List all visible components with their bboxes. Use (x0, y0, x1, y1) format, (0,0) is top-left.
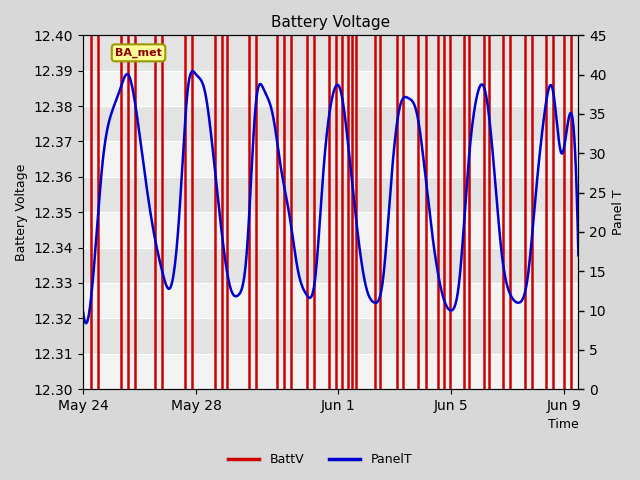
Bar (83, 212, 579, 248)
Bar (83, 354, 579, 389)
Y-axis label: Battery Voltage: Battery Voltage (15, 164, 28, 261)
Bar (83, 71, 579, 106)
Bar (83, 36, 579, 71)
Title: Battery Voltage: Battery Voltage (271, 15, 390, 30)
Bar (83, 283, 579, 318)
Bar (83, 318, 579, 354)
Y-axis label: Panel T: Panel T (612, 190, 625, 235)
Legend: BattV, PanelT: BattV, PanelT (223, 448, 417, 471)
Bar (83, 248, 579, 283)
Bar (83, 177, 579, 212)
X-axis label: Time: Time (548, 419, 579, 432)
Text: BA_met: BA_met (115, 48, 162, 58)
Bar (83, 142, 579, 177)
Bar (83, 106, 579, 142)
